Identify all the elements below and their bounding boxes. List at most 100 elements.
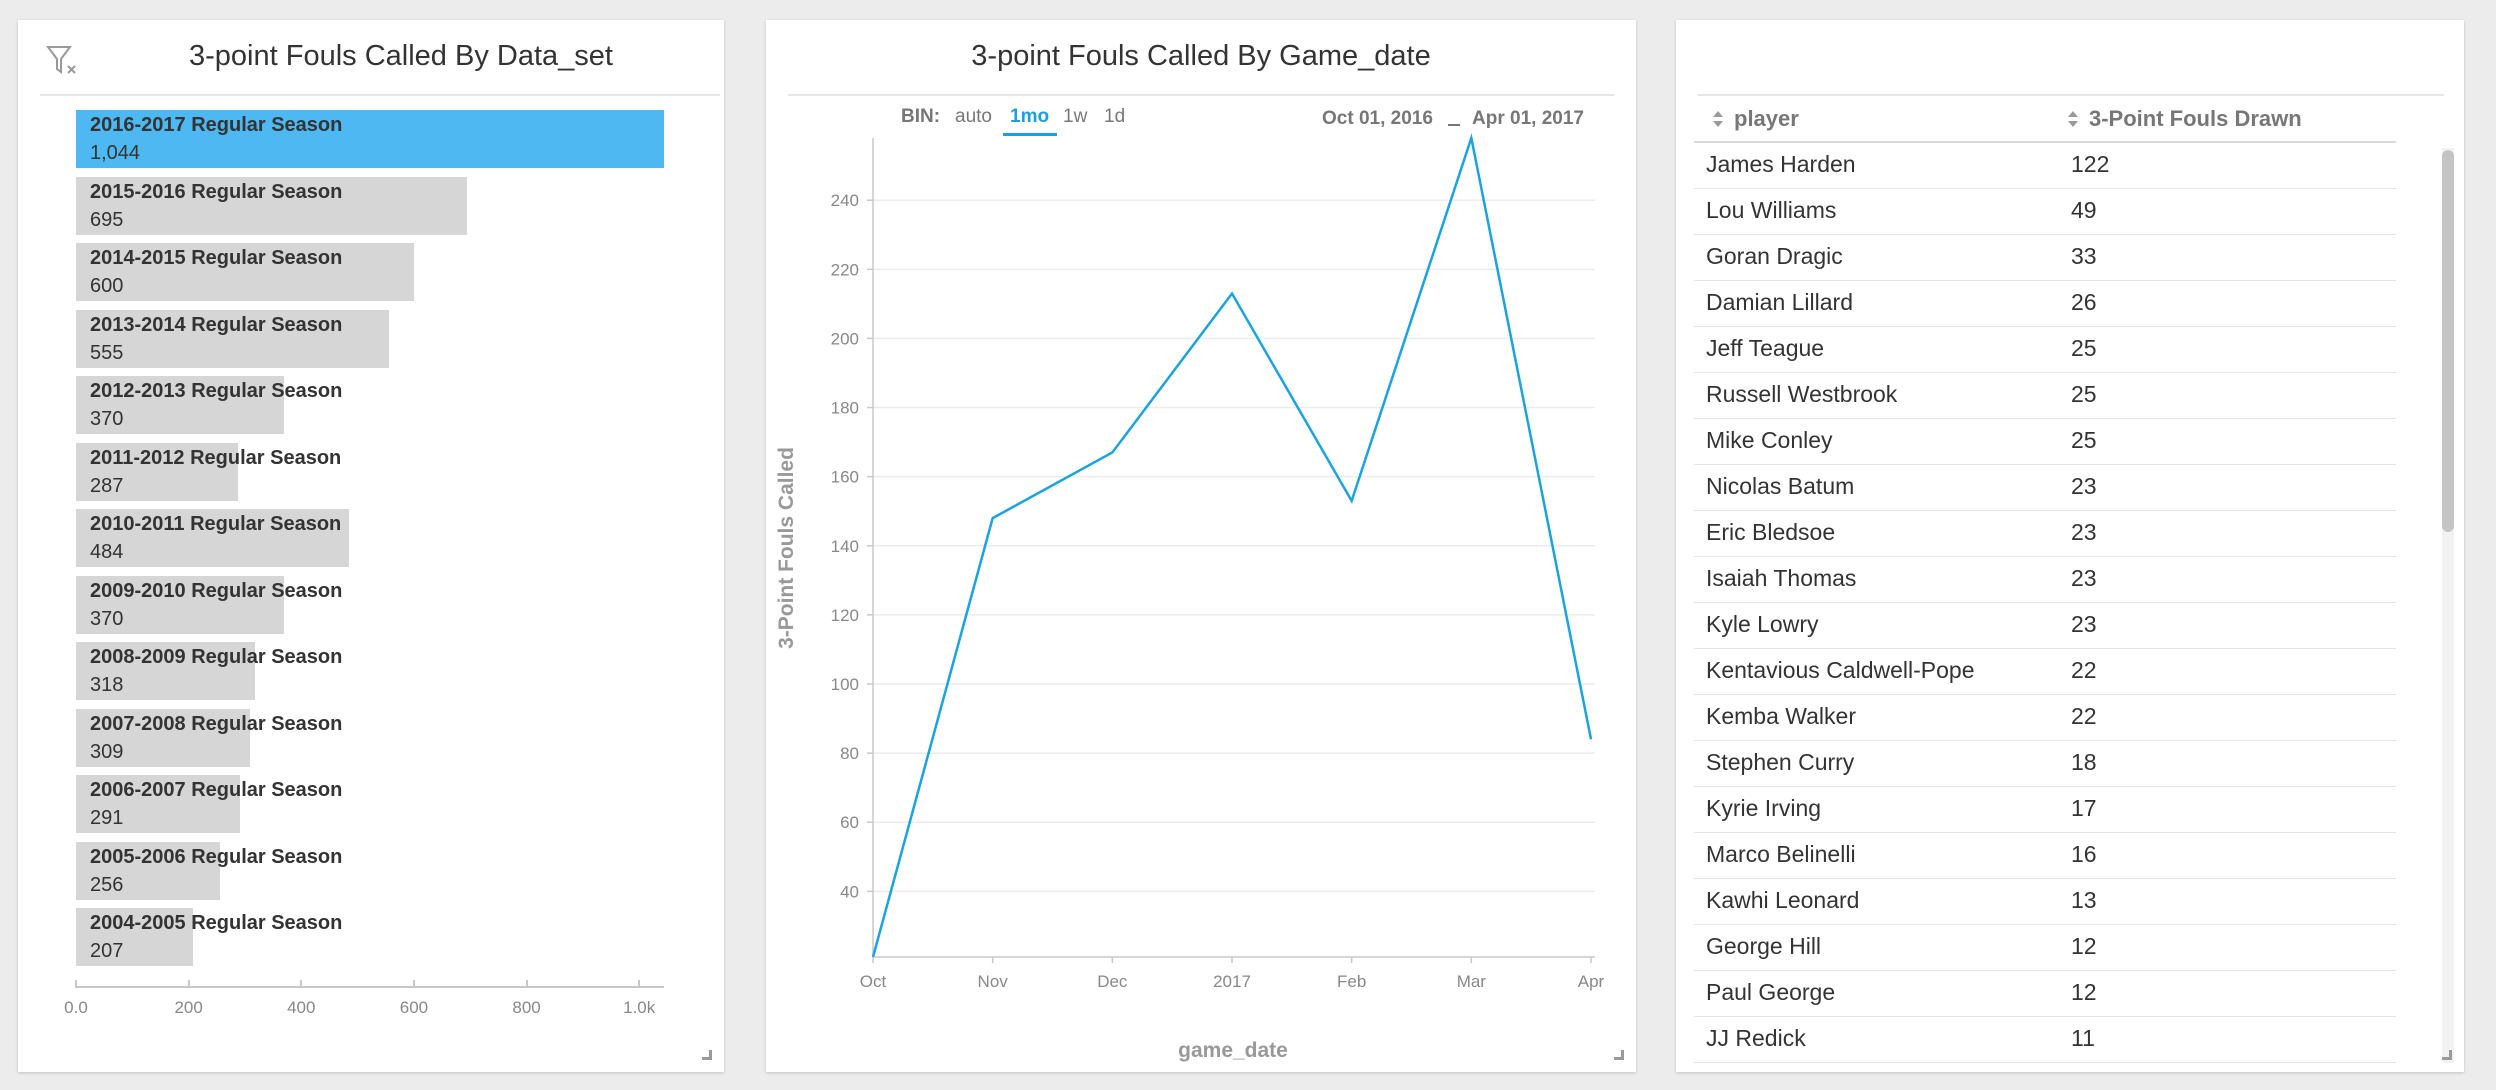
bar-row[interactable]: 2015-2016 Regular Season 695 [76, 176, 664, 235]
cell-fouls-drawn: 17 [2071, 795, 2097, 821]
panel-title: 3-point Fouls Called By Game_date [971, 40, 1431, 72]
table-row[interactable]: Marco Belinelli 16 [1694, 833, 2396, 879]
table-row[interactable]: Lou Williams 49 [1694, 189, 2396, 235]
cell-player: Russell Westbrook [1706, 381, 1898, 407]
bar[interactable] [76, 243, 414, 301]
bar[interactable] [76, 309, 389, 368]
data-point[interactable] [1468, 135, 1474, 141]
x-tick-label: 2017 [1213, 972, 1251, 991]
bar[interactable] [76, 442, 238, 501]
table-row[interactable]: James Harden 122 [1694, 143, 2396, 189]
column-header-player[interactable]: player [1734, 106, 1799, 131]
bar-row[interactable]: 2014-2015 Regular Season 600 [76, 243, 664, 301]
cell-player: Goran Dragic [1706, 243, 1843, 269]
x-axis [76, 986, 664, 988]
sort-icon[interactable] [1711, 108, 1725, 130]
bar[interactable] [76, 642, 256, 700]
bar[interactable] [76, 575, 285, 634]
y-tick-label: 40 [840, 882, 859, 901]
cell-player: Kawhi Leonard [1706, 887, 1860, 913]
bar[interactable] [76, 376, 285, 434]
resize-handle[interactable] [2442, 1050, 2452, 1060]
bar-label: 2010-2011 Regular Season [90, 513, 342, 535]
x-tick-label: 800 [512, 998, 541, 1017]
data-point[interactable] [870, 954, 876, 960]
player-table-panel: player 3-Point Fouls Drawn James Harden 1… [1676, 20, 2464, 1072]
y-tick-label: 100 [831, 675, 859, 694]
bar[interactable] [76, 908, 193, 966]
bar-value: 1,044 [90, 142, 141, 164]
series-line-fouls-called[interactable] [871, 133, 1593, 958]
bar-value: 695 [90, 208, 124, 231]
range-end-date[interactable]: Apr 01, 2017 [1472, 108, 1584, 129]
table-row[interactable]: Kyle Lowry 23 [1694, 603, 2396, 649]
cell-fouls-drawn: 12 [2071, 933, 2097, 959]
bar[interactable] [76, 841, 221, 900]
table-row[interactable]: Jeff Teague 25 [1694, 327, 2396, 373]
table-row[interactable]: Nicolas Batum 23 [1694, 465, 2396, 511]
x-axis-title: game_date [1178, 1039, 1288, 1062]
bar[interactable] [76, 509, 349, 567]
table-row[interactable]: JJ Redick 11 [1694, 1017, 2396, 1063]
data-point[interactable] [1349, 498, 1355, 504]
filter-clear-icon[interactable] [46, 44, 78, 78]
table-row[interactable]: Damian Lillard 26 [1694, 281, 2396, 327]
bar-value: 309 [90, 740, 124, 763]
column-header-fouls-drawn[interactable]: 3-Point Fouls Drawn [2089, 106, 2302, 131]
bar-row[interactable]: 2009-2010 Regular Season 370 [76, 575, 664, 634]
bar-row[interactable]: 2004-2005 Regular Season 207 [76, 908, 664, 966]
bar-row[interactable]: 2007-2008 Regular Season 309 [76, 708, 664, 767]
table-row[interactable]: Stephen Curry 18 [1694, 741, 2396, 787]
sort-icon[interactable] [2066, 108, 2080, 130]
table-row[interactable]: Russell Westbrook 25 [1694, 373, 2396, 419]
range-start-date[interactable]: Oct 01, 2016 [1322, 108, 1433, 129]
bar[interactable] [76, 110, 664, 168]
bar[interactable] [76, 708, 251, 767]
bar[interactable] [76, 176, 468, 235]
data-point[interactable] [1588, 736, 1594, 742]
table-row[interactable]: Isaiah Thomas 23 [1694, 557, 2396, 603]
bar-row[interactable]: 2005-2006 Regular Season 256 [76, 841, 664, 900]
data-point[interactable] [990, 515, 996, 521]
active-bin-underline [1003, 133, 1057, 136]
bar-row[interactable]: 2006-2007 Regular Season 291 [76, 775, 664, 833]
cell-fouls-drawn: 26 [2071, 289, 2097, 315]
cell-fouls-drawn: 16 [2071, 841, 2097, 867]
cell-fouls-drawn: 122 [2071, 151, 2110, 177]
bar-row[interactable]: 2010-2011 Regular Season 484 [76, 509, 664, 567]
bar-label: 2007-2008 Regular Season [90, 712, 343, 735]
bar-label: 2014-2015 Regular Season [90, 247, 343, 269]
table-row[interactable]: Kentavious Caldwell-Pope 22 [1694, 649, 2396, 695]
bin-label: BIN: [901, 106, 941, 127]
resize-handle[interactable] [702, 1050, 712, 1060]
bar-row[interactable]: 2011-2012 Regular Season 287 [76, 442, 664, 501]
y-tick-label: 140 [831, 537, 859, 556]
bin-option-auto[interactable]: auto [955, 106, 992, 127]
bar-row[interactable]: 2013-2014 Regular Season 555 [76, 309, 664, 368]
x-tick-label: Apr [1578, 972, 1605, 991]
bar-row[interactable]: 2016-2017 Regular Season 1,044 [76, 110, 664, 168]
table-row[interactable]: Kemba Walker 22 [1694, 695, 2396, 741]
bar-row[interactable]: 2012-2013 Regular Season 370 [76, 376, 664, 434]
table-row[interactable]: Paul George 12 [1694, 971, 2396, 1017]
table-row[interactable]: Goran Dragic 33 [1694, 235, 2396, 281]
bar-row[interactable]: 2008-2009 Regular Season 318 [76, 642, 664, 700]
resize-handle[interactable] [1614, 1050, 1624, 1060]
table-row[interactable]: Eric Bledsoe 23 [1694, 511, 2396, 557]
bin-option-1w[interactable]: 1w [1063, 106, 1088, 127]
table-row[interactable]: Mike Conley 25 [1694, 419, 2396, 465]
x-tick-label: Oct [860, 972, 887, 991]
bin-option-1d[interactable]: 1d [1104, 106, 1126, 127]
bar-value: 600 [90, 275, 124, 297]
table-row[interactable]: Kyrie Irving 17 [1694, 787, 2396, 833]
bin-option-1mo[interactable]: 1mo [1010, 106, 1050, 127]
table-row[interactable]: Kawhi Leonard 13 [1694, 879, 2396, 925]
cell-player: Lou Williams [1706, 197, 1837, 223]
data-point[interactable] [1109, 449, 1115, 455]
cell-fouls-drawn: 25 [2071, 381, 2097, 407]
scrollbar-thumb[interactable] [2442, 150, 2454, 532]
bar[interactable] [76, 775, 240, 833]
bar-label: 2012-2013 Regular Season [90, 380, 343, 402]
data-point[interactable] [1229, 291, 1235, 297]
table-row[interactable]: George Hill 12 [1694, 925, 2396, 971]
